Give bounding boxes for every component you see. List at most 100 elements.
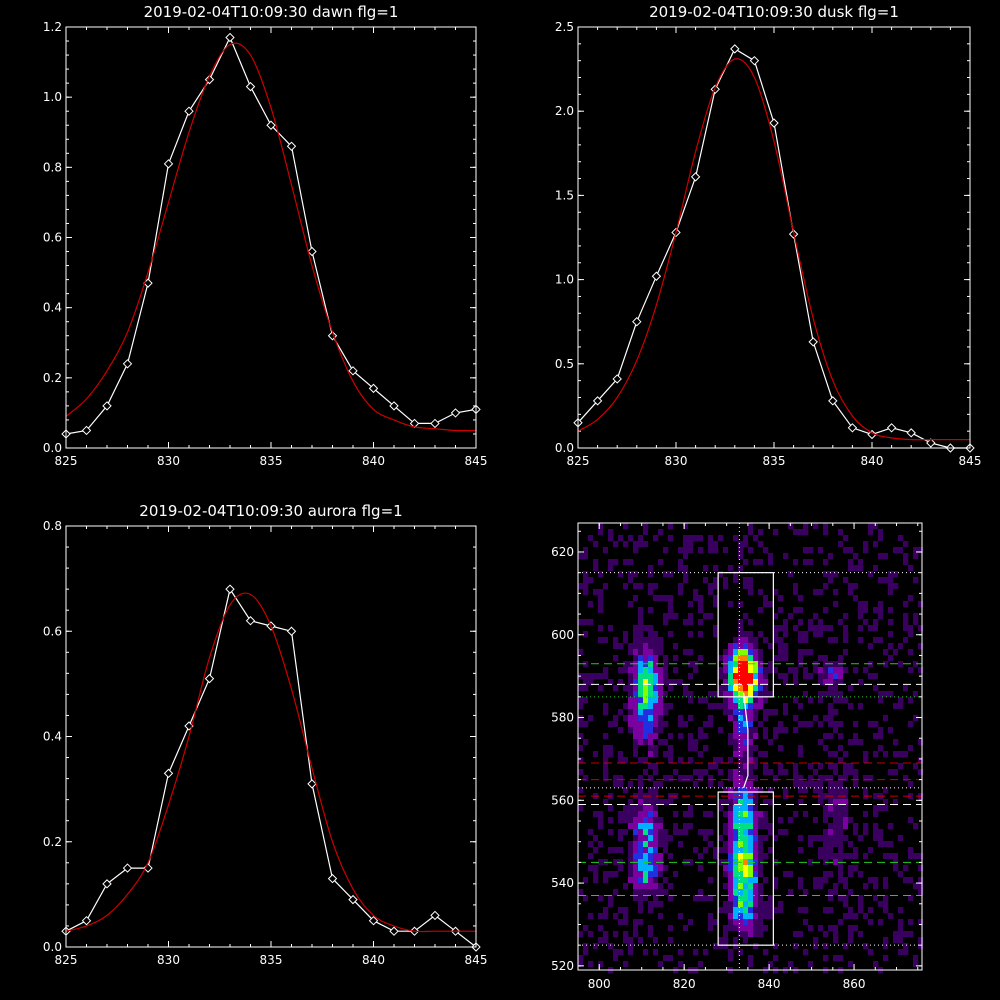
- heatmap-cell: [843, 673, 849, 680]
- heatmap-cell: [728, 661, 734, 668]
- heatmap-cell: [773, 559, 779, 566]
- heatmap-cell: [713, 595, 719, 602]
- heatmap-cell: [678, 757, 684, 764]
- heatmap-cell: [738, 817, 744, 824]
- heatmap-cell: [723, 667, 729, 674]
- heatmap-cell: [868, 853, 874, 860]
- heatmap-cell: [808, 595, 814, 602]
- heatmap-cell: [603, 547, 609, 554]
- heatmap-cell: [583, 553, 589, 560]
- heatmap-cell: [758, 877, 764, 884]
- heatmap-cell: [798, 871, 804, 878]
- heatmap-cell: [858, 559, 864, 566]
- heatmap-cell: [748, 913, 754, 920]
- heatmap-cell: [803, 907, 809, 914]
- heatmap-cell: [818, 703, 824, 710]
- heatmap-cell: [703, 733, 709, 740]
- heatmap-cell: [648, 787, 654, 794]
- heatmap-cell: [583, 643, 589, 650]
- heatmap-cell: [598, 913, 604, 920]
- heatmap-cell: [633, 547, 639, 554]
- heatmap-cell: [828, 535, 834, 542]
- heatmap-cell: [828, 733, 834, 740]
- heatmap-cell: [688, 631, 694, 638]
- heatmap-cell: [583, 943, 589, 950]
- heatmap-cell: [728, 781, 734, 788]
- heatmap-cell: [723, 787, 729, 794]
- heatmap-cell: [618, 733, 624, 740]
- heatmap-cell: [853, 907, 859, 914]
- heatmap-cell: [628, 841, 634, 848]
- heatmap-cell: [713, 577, 719, 584]
- heatmap-cell: [813, 757, 819, 764]
- heatmap-cell: [643, 643, 649, 650]
- heatmap-cell: [833, 799, 839, 806]
- heatmap-cell: [603, 865, 609, 872]
- heatmap-cell: [728, 829, 734, 836]
- heatmap-cell: [703, 589, 709, 596]
- heatmap-cell: [813, 913, 819, 920]
- heatmap-cell: [648, 769, 654, 776]
- heatmap-cell: [708, 589, 714, 596]
- heatmap-cell: [653, 853, 659, 860]
- heatmap-cell: [588, 679, 594, 686]
- heatmap-cell: [653, 763, 659, 770]
- heatmap-cell: [748, 883, 754, 890]
- heatmap-cell: [838, 685, 844, 692]
- heatmap-cell: [633, 655, 639, 662]
- heatmap-cell: [718, 955, 724, 962]
- heatmap-cell: [698, 631, 704, 638]
- heatmap-cell: [903, 781, 909, 788]
- heatmap-cell: [738, 841, 744, 848]
- heatmap-cell: [743, 577, 749, 584]
- heatmap-cell: [728, 751, 734, 758]
- heatmap-cell: [738, 949, 744, 956]
- heatmap-cell: [583, 745, 589, 752]
- heatmap-cell: [833, 709, 839, 716]
- heatmap-cell: [883, 661, 889, 668]
- heatmap-cell: [843, 745, 849, 752]
- heatmap-cell: [708, 637, 714, 644]
- heatmap-cell: [828, 703, 834, 710]
- heatmap-cell: [773, 877, 779, 884]
- heatmap-cell: [888, 769, 894, 776]
- heatmap-cell: [833, 673, 839, 680]
- heatmap-cell: [743, 661, 749, 668]
- heatmap-cell: [853, 829, 859, 836]
- heatmap-cell: [733, 655, 739, 662]
- heatmap-cell: [758, 835, 764, 842]
- heatmap-cell: [728, 547, 734, 554]
- heatmap-cell: [828, 577, 834, 584]
- heatmap-cell: [658, 565, 664, 572]
- heatmap-cell: [628, 655, 634, 662]
- heatmap-cell: [843, 691, 849, 698]
- heatmap-cell: [778, 943, 784, 950]
- heatmap-cell: [598, 925, 604, 932]
- data-point-marker: [632, 316, 642, 327]
- heatmap-cell: [738, 565, 744, 572]
- heatmap-cell: [653, 925, 659, 932]
- data-point-marker: [430, 418, 440, 429]
- heatmap-cell: [773, 547, 779, 554]
- heatmap-cell: [628, 739, 634, 746]
- heatmap-cell: [603, 907, 609, 914]
- heatmap-cell: [708, 595, 714, 602]
- heatmap-cell: [663, 751, 669, 758]
- heatmap-cell: [793, 655, 799, 662]
- heatmap-cell: [643, 877, 649, 884]
- heatmap-cell: [863, 787, 869, 794]
- heatmap-cell: [753, 835, 759, 842]
- heatmap-cell: [648, 865, 654, 872]
- heatmap-cell: [843, 583, 849, 590]
- heatmap-cell: [838, 637, 844, 644]
- heatmap-cell: [783, 799, 789, 806]
- heatmap-cell: [753, 943, 759, 950]
- heatmap-cell: [838, 823, 844, 830]
- heatmap-cell: [813, 589, 819, 596]
- heatmap-cell: [788, 721, 794, 728]
- heatmap-cell: [898, 799, 904, 806]
- heatmap-cell: [893, 583, 899, 590]
- heatmap-cell: [858, 835, 864, 842]
- heatmap-cell: [598, 805, 604, 812]
- heatmap-cell: [758, 757, 764, 764]
